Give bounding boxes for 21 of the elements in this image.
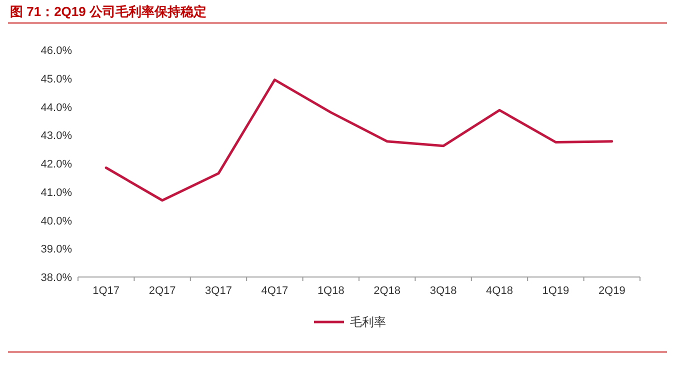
y-tick-label: 42.0% (40, 158, 72, 170)
x-tick-label: 2Q19 (598, 285, 626, 297)
y-tick-label: 39.0% (40, 244, 72, 256)
y-tick-label: 44.0% (40, 102, 72, 114)
x-tick-label: 4Q18 (486, 285, 513, 297)
x-tick-label: 1Q19 (542, 285, 570, 297)
x-tick-label: 2Q18 (374, 285, 401, 297)
chart-title: 图 71：2Q19 公司毛利率保持稳定 (10, 4, 206, 19)
x-tick-label: 2Q17 (148, 285, 176, 297)
y-tick-label: 41.0% (40, 186, 72, 199)
y-tick-label: 43.0% (40, 130, 72, 142)
x-tick-label: 3Q18 (430, 285, 457, 297)
y-tick-label: 45.0% (40, 73, 72, 86)
x-tick-label: 1Q18 (317, 285, 344, 297)
x-tick-label: 1Q17 (92, 285, 120, 297)
y-tick-label: 40.0% (40, 215, 72, 228)
y-tick-label: 38.0% (40, 272, 72, 284)
legend-label: 毛利率 (350, 315, 386, 329)
y-tick-label: 46.0% (40, 45, 72, 57)
x-tick-label: 4Q17 (261, 285, 288, 297)
x-tick-label: 3Q17 (205, 285, 232, 297)
